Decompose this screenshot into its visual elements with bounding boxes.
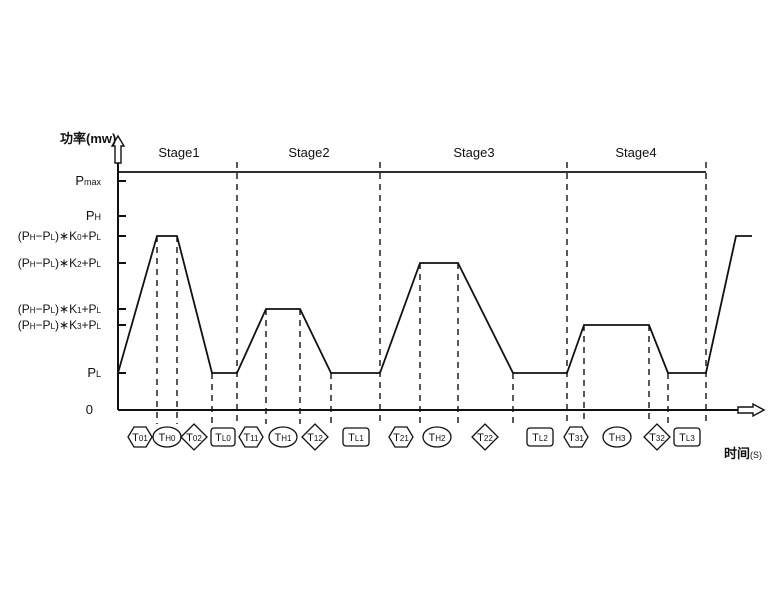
interval-label-tl3: TL3: [673, 427, 701, 447]
y-label: (PH−PL)∗K3+PL: [18, 318, 102, 332]
interval-text: T32: [649, 432, 665, 444]
rectangle-icon: [342, 427, 370, 447]
interval-label-t12: T12: [301, 423, 329, 451]
rectangle-icon: [210, 427, 236, 447]
stage-boundaries: [236, 162, 707, 424]
y-label: Pmax: [75, 173, 101, 188]
diamond-icon: [301, 423, 329, 451]
rectangle-icon: [526, 427, 554, 447]
interval-label-t21: T21: [388, 426, 414, 448]
diamond-icon: [643, 423, 671, 451]
y-level-zero: 0: [86, 402, 93, 417]
diamond-icon: [180, 423, 208, 451]
y-label: 0: [86, 402, 93, 417]
interval-text: T12: [307, 432, 323, 444]
interval-text: TH2: [429, 432, 447, 444]
hexagon-icon: [238, 426, 264, 448]
y-label: PL: [87, 365, 101, 380]
x-axis-arrow-icon: [737, 402, 766, 418]
interval-text: T21: [393, 432, 409, 444]
axes: [110, 134, 766, 418]
y-level-k0: (PH−PL)∗K0+PL: [18, 229, 126, 243]
hexagon-icon: [127, 426, 153, 448]
interval-text: TH0: [159, 432, 177, 444]
interval-label-tl1: TL1: [342, 427, 370, 447]
stage-label: Stage4: [615, 145, 656, 160]
y-label: (PH−PL)∗K2+PL: [18, 256, 102, 270]
interval-label-t01: T01: [127, 426, 153, 448]
interval-label-tl2: TL2: [526, 427, 554, 447]
y-level-k2: (PH−PL)∗K2+PL: [18, 256, 126, 270]
y-label: PH: [86, 208, 101, 223]
interval-text: TL3: [679, 432, 695, 444]
stage-labels: Stage1 Stage2 Stage3 Stage4: [158, 145, 656, 160]
ellipse-icon: [268, 426, 298, 448]
power-curve: [117, 235, 752, 374]
interval-text: T11: [243, 432, 259, 444]
stage-label: Stage3: [453, 145, 494, 160]
interval-label-th2: TH2: [422, 426, 452, 448]
hexagon-icon: [563, 426, 589, 448]
interval-text: TH3: [609, 432, 627, 444]
y-level-labels: Pmax PH (PH−PL)∗K0+PL (PH−PL)∗K2+PL (PH−…: [18, 173, 126, 417]
interval-text: TL1: [348, 432, 364, 444]
interval-text: TH1: [275, 432, 293, 444]
diamond-icon: [471, 423, 499, 451]
interval-label-th1: TH1: [268, 426, 298, 448]
y-level-pmax: Pmax: [75, 173, 126, 188]
x-axis-title: 时间(S): [724, 446, 762, 461]
y-label: (PH−PL)∗K0+PL: [18, 229, 102, 243]
interval-text: TL2: [532, 432, 548, 444]
interval-text: T31: [568, 432, 584, 444]
y-level-k1: (PH−PL)∗K1+PL: [18, 302, 126, 316]
interval-text: TL0: [215, 432, 231, 444]
interval-label-t11: T11: [238, 426, 264, 448]
interval-label-t31: T31: [563, 426, 589, 448]
interval-labels: T01 TH0 T02 TL0 T11 TH1 T12: [127, 423, 701, 451]
interval-label-tl0: TL0: [210, 427, 236, 447]
interval-text: T01: [132, 432, 148, 444]
interval-label-t02: T02: [180, 423, 208, 451]
interval-label-t32: T32: [643, 423, 671, 451]
hexagon-icon: [388, 426, 414, 448]
interval-text: T02: [186, 432, 202, 444]
ellipse-icon: [422, 426, 452, 448]
y-level-pl: PL: [87, 365, 126, 380]
ellipse-icon: [602, 426, 632, 448]
stage-label: Stage2: [288, 145, 329, 160]
interval-label-th0: TH0: [152, 426, 182, 448]
segment-dividers: [156, 236, 669, 424]
y-axis-title: 功率(mw): [60, 131, 116, 146]
y-axis-arrow-icon: [110, 134, 126, 164]
interval-label-t22: T22: [471, 423, 499, 451]
y-level-k3: (PH−PL)∗K3+PL: [18, 318, 126, 332]
interval-text: T22: [477, 432, 493, 444]
y-label: (PH−PL)∗K1+PL: [18, 302, 102, 316]
interval-label-th3: TH3: [602, 426, 632, 448]
rectangle-icon: [673, 427, 701, 447]
stage-label: Stage1: [158, 145, 199, 160]
y-level-ph: PH: [86, 208, 126, 223]
